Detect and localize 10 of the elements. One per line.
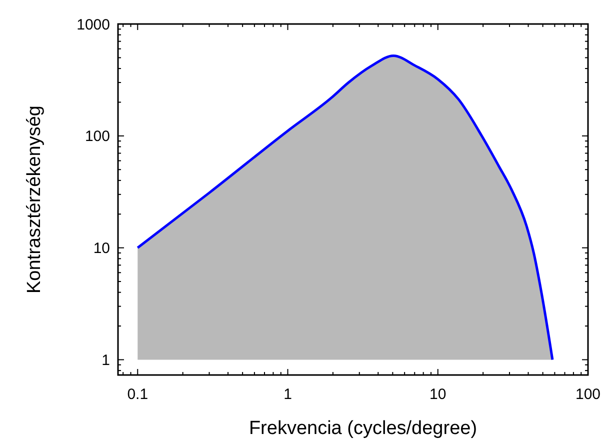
x-tick-label: 0.1 (127, 386, 148, 403)
x-tick-label: 100 (575, 386, 601, 403)
y-tick-label: 100 (84, 128, 110, 146)
x-axis-title: Frekvencia (cycles/degree) (248, 418, 478, 439)
y-tick-label: 1000 (76, 16, 110, 34)
y-tick-label: 10 (93, 240, 110, 258)
y-axis-title: Kontrasztérzékenység (24, 106, 45, 294)
x-tick-label: 10 (430, 386, 446, 403)
x-tick-label: 1 (284, 386, 292, 403)
y-tick-label: 1 (102, 352, 110, 369)
